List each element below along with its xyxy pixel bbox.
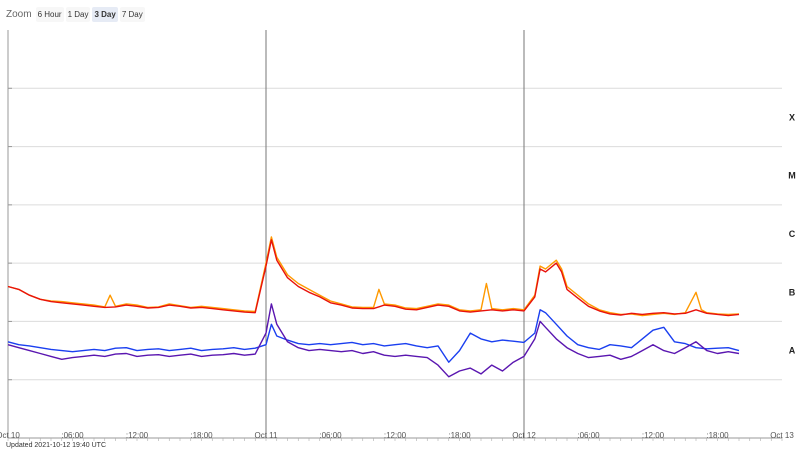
zoom-bar: Zoom 6 Hour 1 Day 3 Day 7 Day [6,6,145,22]
zoom-1-day-button[interactable]: 1 Day [65,6,91,22]
zoom-7-day-button[interactable]: 7 Day [119,6,145,22]
series-line-4 [7,303,740,378]
x-tick-label: Oct 11 [255,431,279,440]
x-tick-label: :06:00 [577,431,600,440]
x-tick-label: Oct 13 [770,431,794,440]
x-tick-label: :06:00 [61,431,84,440]
series-line-2 [7,239,740,317]
x-tick-label: :12:00 [126,431,149,440]
x-tick-label: :18:00 [706,431,729,440]
class-label-c: C [789,229,796,239]
x-tick-label: :12:00 [642,431,665,440]
class-label-x: X [789,112,795,122]
x-tick-label: :18:00 [190,431,213,440]
x-tick-label: :12:00 [384,431,407,440]
zoom-6-hour-button[interactable]: 6 Hour [35,6,64,22]
x-tick-label: :18:00 [448,431,471,440]
series-line-3 [7,309,740,363]
x-tick-label: Oct 12 [512,431,536,440]
updated-timestamp: Updated 2021-10-12 19:40 UTC [6,442,107,449]
zoom-label: Zoom [6,8,32,20]
class-label-a: A [789,346,796,356]
class-label-m: M [788,171,796,181]
x-tick-label: :06:00 [319,431,342,440]
series-line-1 [7,236,740,317]
zoom-3-day-button[interactable]: 3 Day [92,6,118,22]
x-tick-label: Oct 10 [0,431,20,440]
class-label-b: B [789,287,796,297]
